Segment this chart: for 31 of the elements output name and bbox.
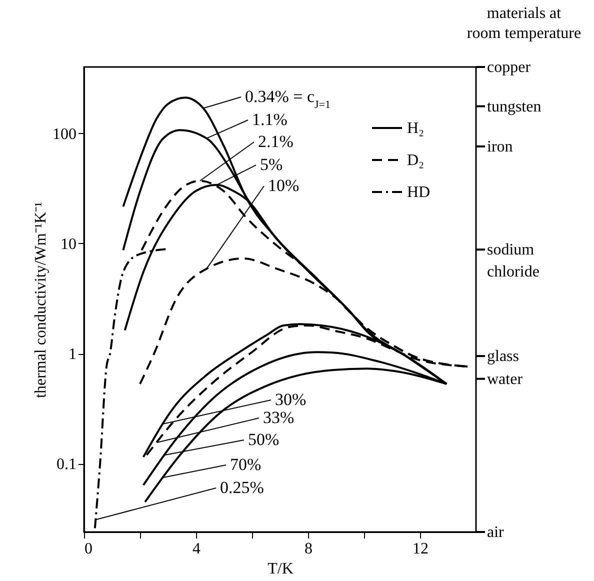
ref-line-label: copper [487, 59, 532, 76]
ref-line-label: glass [487, 348, 519, 366]
legend-label: H₂ [407, 120, 424, 137]
y-tick-label: 100 [52, 126, 76, 143]
annotation: 0.25% [220, 478, 264, 497]
annotation: 1.1% [252, 110, 288, 129]
annotation: 2.1% [258, 132, 294, 151]
x-tick-label: 8 [304, 540, 312, 558]
legend-label: D₂ [407, 152, 424, 169]
y-tick-label: 1 [68, 346, 76, 364]
y-axis-title: thermal conductivity/Wm⁻¹K⁻¹ [32, 202, 50, 398]
annotation: 0.34% = c$_{J=1}$ [245, 87, 331, 111]
y-tick-label: 0.1 [56, 456, 76, 474]
annotation: 50% [248, 430, 280, 449]
ref-line-label: tungsten [487, 98, 542, 116]
annotation: 10% [268, 176, 300, 195]
annotation: 5% [260, 155, 283, 174]
ref-line-label: air [487, 524, 505, 541]
x-tick-label: 0 [84, 540, 92, 558]
ref-line-label: iron [487, 138, 513, 156]
y-tick-label: 10 [60, 236, 76, 253]
x-axis-title: T/K [268, 560, 294, 578]
x-tick-label: 12 [412, 540, 428, 558]
legend-label: HD [407, 184, 430, 201]
annotation: 70% [230, 455, 262, 474]
ref-line-label: sodium chloride [487, 242, 540, 281]
ref-line-label: water [487, 370, 524, 388]
annotation: 33% [263, 408, 294, 427]
x-tick-label: 4 [192, 540, 200, 558]
text: materials at room temperature [466, 5, 582, 42]
annotation: 30% [275, 390, 306, 409]
